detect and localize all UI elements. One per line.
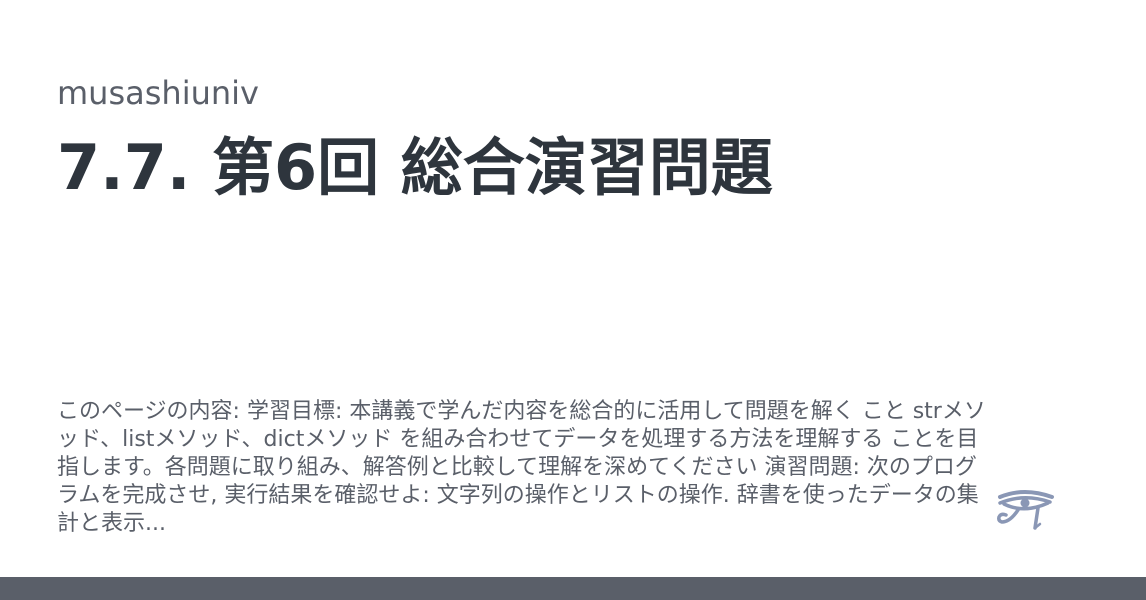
eye-of-horus-icon <box>996 488 1056 532</box>
site-name: musashiuniv <box>57 74 259 112</box>
footer-bar <box>0 577 1146 600</box>
page-description: このページの内容: 学習目標: 本講義で学んだ内容を総合的に活用して問題を解く … <box>57 399 986 536</box>
page-title: 7.7. 第6回 総合演習問題 <box>57 131 773 204</box>
